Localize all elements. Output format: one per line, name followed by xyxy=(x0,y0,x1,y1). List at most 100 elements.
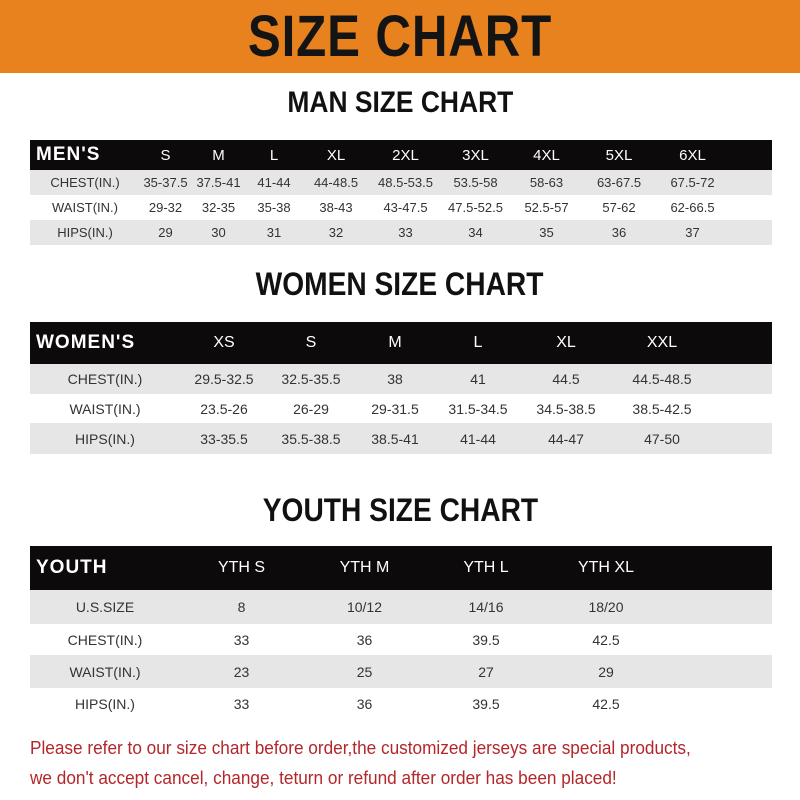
table-cell: 36 xyxy=(356,631,373,648)
table-cell: 33 xyxy=(233,631,250,648)
table-cell: 33-35.5 xyxy=(200,430,248,447)
row-label: HIPS(IN.) xyxy=(75,696,135,712)
table-cell: 29 xyxy=(598,663,614,680)
table-cell: 8 xyxy=(237,599,246,615)
table-cell: 53.5-58 xyxy=(453,175,498,190)
row-label: WOMEN'S xyxy=(36,332,136,353)
table-row: CHEST(IN.) 33 36 39.5 42.5 xyxy=(30,624,772,655)
table-cell: 38.5-41 xyxy=(371,430,419,447)
table-cell: 31 xyxy=(266,225,282,240)
table-cell: 41-44 xyxy=(257,175,291,190)
table-cell: M xyxy=(212,146,225,164)
table-cell: 31.5-34.5 xyxy=(448,400,508,417)
table-cell: 23 xyxy=(233,663,250,680)
table-cell: S xyxy=(160,146,171,164)
order-notice: Please refer to our size chart before or… xyxy=(30,733,790,793)
table-header-row: MEN'S S M L XL 2XL 3XL 4XL 5XL 6XL xyxy=(30,140,772,170)
men-section-title: MAN SIZE CHART xyxy=(287,86,513,119)
youth-size-table: YOUTH YTH S YTH M YTH L YTH XL U.S.SIZE 8 10/12… xyxy=(30,546,772,720)
table-cell: 52.5-57 xyxy=(524,200,569,215)
table-cell: XS xyxy=(213,334,235,351)
table-cell: 63-67.5 xyxy=(596,175,642,190)
youth-section-title: YOUTH SIZE CHART xyxy=(262,492,538,528)
table-cell: 34.5-38.5 xyxy=(536,400,596,417)
table-cell: 41-44 xyxy=(460,430,496,447)
table-cell: 44.5 xyxy=(552,371,580,387)
notice-line: we don't accept cancel, change, teturn o… xyxy=(30,767,617,788)
table-cell: YTH S xyxy=(217,559,266,576)
table-cell: M xyxy=(388,334,402,351)
row-label: MEN'S xyxy=(36,144,101,165)
table-row: HIPS(IN.) 33-35.5 35.5-38.5 38.5-41 41-44 44-… xyxy=(30,423,772,454)
table-row: WAIST(IN.) 23.5-26 26-29 29-31.5 31.5-34.5 34… xyxy=(30,394,772,423)
table-cell: 38-43 xyxy=(319,200,353,215)
table-cell: 29-31.5 xyxy=(371,400,419,417)
table-row: U.S.SIZE 8 10/12 14/16 18/20 xyxy=(30,590,772,624)
table-cell: 62-66.5 xyxy=(670,200,715,215)
table-cell: XL xyxy=(326,146,346,164)
row-label: YOUTH xyxy=(36,557,108,578)
table-cell: 37 xyxy=(685,225,700,240)
table-row: WAIST(IN.) 29-32 32-35 35-38 38-43 43-47.5 47.… xyxy=(30,195,772,220)
table-cell: 67.5-72 xyxy=(670,175,715,190)
row-label: WAIST(IN.) xyxy=(52,200,118,215)
page-title: SIZE CHART xyxy=(247,4,553,69)
row-label: CHEST(IN.) xyxy=(67,371,143,387)
table-cell: 47.5-52.5 xyxy=(448,200,503,215)
table-row: CHEST(IN.) 35-37.5 37.5-41 41-44 44-48.5 48.5… xyxy=(30,170,772,195)
table-cell: 39.5 xyxy=(472,696,500,712)
table-cell: 32-35 xyxy=(201,200,236,215)
table-cell: 30 xyxy=(211,225,226,240)
table-cell: 43-47.5 xyxy=(383,200,428,215)
women-size-table: WOMEN'S XS S M L XL XXL CHEST(IN.) 29.5-32.5 32.5… xyxy=(30,322,772,454)
men-size-table: MEN'S S M L XL 2XL 3XL 4XL 5XL 6XL CHEST(IN.) 35-37… xyxy=(30,140,772,245)
table-cell: S xyxy=(305,334,317,351)
table-cell: 34 xyxy=(468,225,483,240)
table-cell: YTH L xyxy=(463,559,509,576)
table-header-row: YOUTH YTH S YTH M YTH L YTH XL xyxy=(30,546,772,590)
table-row: WAIST(IN.) 23 25 27 29 xyxy=(30,655,772,688)
table-cell: 33 xyxy=(398,225,413,240)
table-cell: 32 xyxy=(328,225,344,240)
table-cell: 33 xyxy=(233,696,250,712)
row-label: U.S.SIZE xyxy=(75,599,135,615)
table-cell: 4XL xyxy=(533,146,560,164)
table-cell: 36 xyxy=(356,696,373,712)
table-cell: 42.5 xyxy=(592,631,620,648)
table-cell: 35-38 xyxy=(257,200,291,215)
table-cell: L xyxy=(269,146,279,164)
table-cell: YTH XL xyxy=(577,559,634,576)
table-row: HIPS(IN.) 33 36 39.5 42.5 xyxy=(30,688,772,720)
table-cell: 44-47 xyxy=(548,430,584,447)
row-label: HIPS(IN.) xyxy=(75,430,135,447)
table-cell: 57-62 xyxy=(602,200,636,215)
table-cell: 48.5-53.5 xyxy=(378,175,433,190)
table-cell: 27 xyxy=(478,663,494,680)
table-cell: 6XL xyxy=(679,146,706,164)
table-cell: XL xyxy=(556,334,576,351)
table-cell: 44-48.5 xyxy=(313,175,359,190)
notice-line: Please refer to our size chart before or… xyxy=(30,737,691,758)
table-cell: 18/20 xyxy=(588,599,624,615)
table-cell: YTH M xyxy=(339,559,390,576)
row-label: CHEST(IN.) xyxy=(67,631,143,648)
table-cell: 38.5-42.5 xyxy=(632,400,692,417)
table-cell: 58-63 xyxy=(529,175,564,190)
table-cell: 38 xyxy=(387,371,403,387)
table-cell: 14/16 xyxy=(468,599,504,615)
title-banner: SIZE CHART xyxy=(0,0,800,73)
table-cell: 29 xyxy=(158,225,173,240)
table-cell: 35-37.5 xyxy=(143,175,188,190)
table-cell: 35 xyxy=(539,225,554,240)
table-cell: 35.5-38.5 xyxy=(281,430,341,447)
row-label: WAIST(IN.) xyxy=(69,400,141,417)
table-cell: 2XL xyxy=(392,146,419,164)
table-cell: 29.5-32.5 xyxy=(194,371,254,387)
table-cell: 10/12 xyxy=(346,599,383,615)
table-cell: 42.5 xyxy=(592,696,620,712)
row-label: HIPS(IN.) xyxy=(57,225,113,240)
table-cell: 36 xyxy=(611,225,627,240)
table-cell: 47-50 xyxy=(644,430,680,447)
table-cell: 39.5 xyxy=(472,631,500,648)
table-row: HIPS(IN.) 29 30 31 32 33 34 35 36 37 xyxy=(30,220,772,245)
